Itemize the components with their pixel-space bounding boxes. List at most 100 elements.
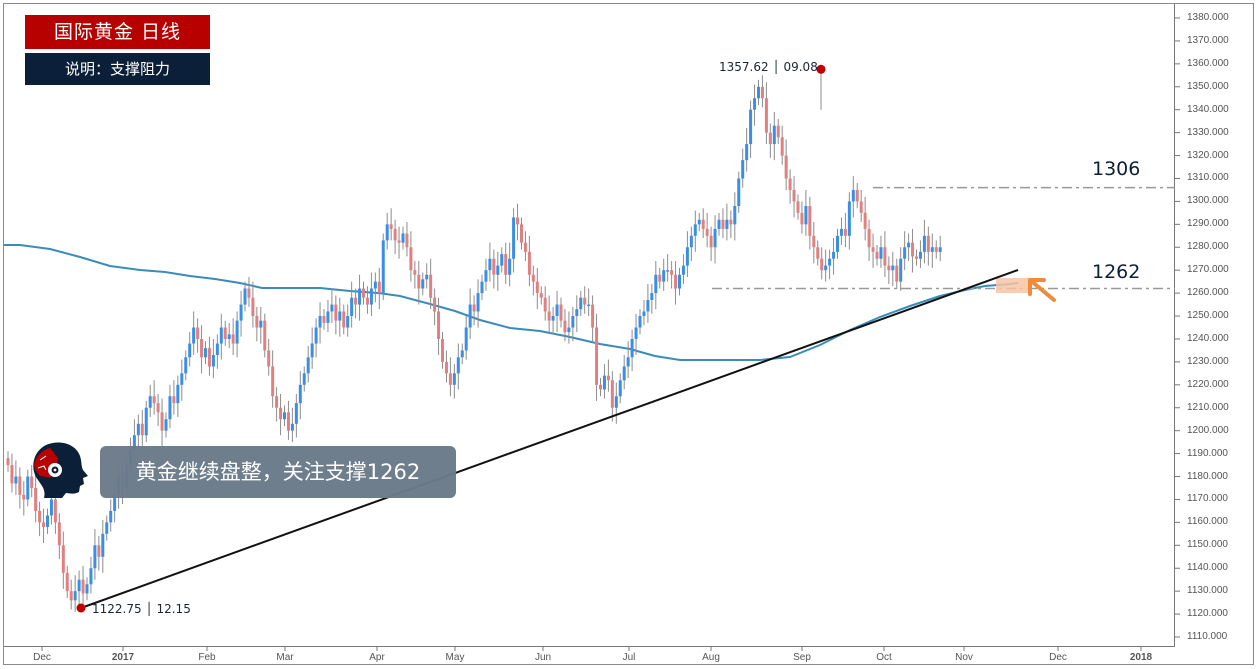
x-tick-label: Aug bbox=[702, 652, 720, 663]
candle-body bbox=[176, 384, 180, 404]
candle-body bbox=[488, 258, 492, 271]
x-tick-label: Dec bbox=[33, 652, 51, 663]
candle-body bbox=[922, 235, 926, 252]
candle-body bbox=[693, 224, 697, 236]
candle-body bbox=[354, 297, 358, 305]
candle-body bbox=[820, 258, 824, 271]
candle-body bbox=[318, 316, 322, 328]
candle-body bbox=[18, 476, 22, 495]
candle-body bbox=[579, 297, 583, 310]
candle-body bbox=[717, 219, 721, 229]
candle-body bbox=[828, 258, 832, 266]
x-tick-label: Nov bbox=[955, 652, 973, 663]
candle-body bbox=[53, 499, 57, 523]
x-tick-label: Apr bbox=[369, 652, 385, 663]
candle-body bbox=[760, 86, 764, 99]
plot-area[interactable] bbox=[4, 4, 1175, 647]
candle-body bbox=[294, 403, 298, 424]
candle-body bbox=[768, 132, 772, 145]
candle-body bbox=[283, 412, 286, 420]
candle-body bbox=[867, 228, 871, 248]
candle-body bbox=[500, 254, 504, 266]
candle-body bbox=[456, 357, 460, 374]
candle-body bbox=[504, 254, 508, 275]
candle-body bbox=[567, 327, 571, 333]
candle-body bbox=[681, 265, 685, 275]
candle-body bbox=[429, 274, 433, 298]
candle-body bbox=[626, 357, 630, 367]
y-tick-label: 1190.000 bbox=[1187, 447, 1228, 459]
analysis-callout: 黄金继续盘整，关注支撑1262 bbox=[100, 446, 456, 498]
high-price-label: 1357.62 │ 09.08 bbox=[719, 60, 818, 74]
candle-body bbox=[634, 327, 638, 339]
x-tick-label: 2018 bbox=[1129, 652, 1153, 663]
candle-body bbox=[365, 297, 369, 305]
candle-body bbox=[385, 224, 389, 241]
candle-body bbox=[855, 189, 859, 202]
resistance-level-label: 1306 bbox=[1092, 158, 1141, 180]
candle-body bbox=[34, 487, 38, 511]
candle-body bbox=[587, 304, 591, 307]
candle-body bbox=[421, 279, 425, 289]
candle-body bbox=[464, 327, 468, 351]
candle-body bbox=[231, 334, 235, 344]
candle-body bbox=[705, 228, 709, 236]
candle-body bbox=[492, 258, 496, 275]
candle-body bbox=[476, 293, 480, 312]
candle-body bbox=[306, 357, 310, 374]
chart-subtitle: 说明：支撑阻力 bbox=[25, 53, 210, 85]
x-tick-label: Feb bbox=[198, 652, 216, 663]
candle-body bbox=[784, 155, 788, 179]
candle-body bbox=[448, 373, 452, 385]
candle-body bbox=[192, 327, 196, 344]
candle-body bbox=[204, 348, 207, 358]
candle-body bbox=[472, 304, 476, 312]
candle-body bbox=[73, 591, 77, 601]
candle-body bbox=[839, 228, 843, 236]
x-tick-label: Dec bbox=[1049, 652, 1067, 663]
candle-body bbox=[227, 334, 231, 339]
y-tick-label: 1140.000 bbox=[1187, 562, 1228, 574]
y-tick-label: 1330.000 bbox=[1187, 126, 1229, 138]
candle-body bbox=[105, 522, 109, 534]
candle-body bbox=[172, 396, 176, 404]
candle-body bbox=[338, 311, 342, 321]
candle-body bbox=[729, 219, 733, 225]
candle-body bbox=[57, 522, 61, 546]
candle-body bbox=[555, 304, 559, 317]
candle-body bbox=[559, 304, 563, 321]
candle-body bbox=[215, 343, 219, 356]
candle-body bbox=[271, 366, 275, 397]
y-tick-label: 1150.000 bbox=[1187, 539, 1228, 551]
support-level-label: 1262 bbox=[1092, 261, 1141, 283]
candle-body bbox=[310, 343, 314, 358]
x-tick-label: Oct bbox=[876, 652, 892, 663]
candle-body bbox=[14, 476, 18, 484]
candle-body bbox=[701, 219, 705, 229]
candle-body bbox=[753, 98, 757, 110]
y-tick-label: 1230.000 bbox=[1187, 355, 1229, 367]
candle-body bbox=[413, 270, 417, 275]
candle-body bbox=[571, 316, 575, 328]
y-tick-label: 1250.000 bbox=[1187, 310, 1229, 322]
candle-body bbox=[381, 240, 385, 294]
candle-body bbox=[926, 235, 930, 252]
candle-body bbox=[606, 375, 610, 381]
candle-body bbox=[832, 251, 836, 259]
y-tick-label: 1130.000 bbox=[1187, 585, 1228, 597]
candle-body bbox=[899, 258, 903, 282]
candle-body bbox=[915, 256, 918, 259]
moving-average-line bbox=[4, 244, 1019, 361]
candle-body bbox=[350, 297, 354, 317]
candle-body bbox=[879, 247, 883, 259]
candle-body bbox=[650, 293, 654, 300]
y-tick-label: 1360.000 bbox=[1187, 57, 1229, 69]
candle-body bbox=[223, 327, 227, 339]
candle-body bbox=[247, 288, 251, 298]
candle-body bbox=[330, 304, 334, 312]
candle-body bbox=[725, 219, 729, 229]
candle-body bbox=[658, 274, 662, 282]
candle-body bbox=[531, 274, 535, 282]
candle-body bbox=[792, 189, 796, 202]
